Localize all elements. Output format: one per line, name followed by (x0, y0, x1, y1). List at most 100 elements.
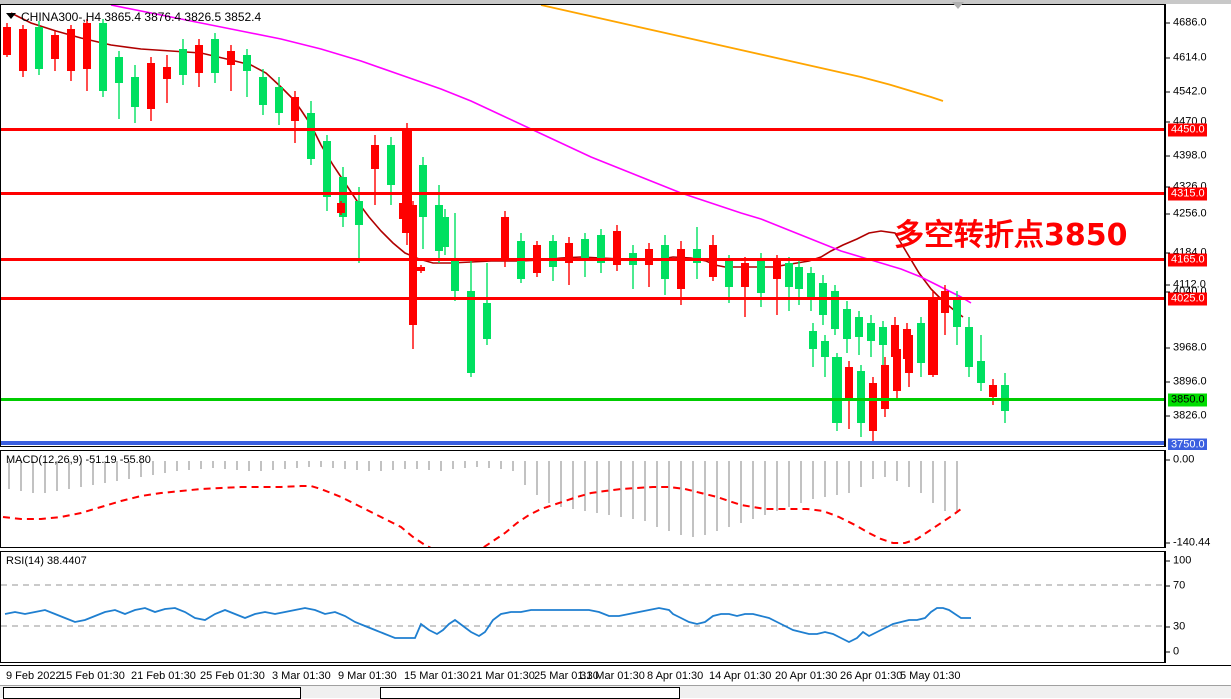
time-axis-label: 9 Feb 2022 (6, 670, 62, 682)
candle (832, 353, 842, 431)
price-chart-panel[interactable]: CHINA300-,H4 3865.4 3876.4 3826.5 3852.4… (0, 4, 1165, 447)
candle (597, 229, 605, 273)
candle (581, 233, 589, 277)
axis-tick: 4326.0 (1166, 181, 1207, 193)
candle (821, 335, 829, 377)
time-axis-label: 8 Apr 01:30 (647, 670, 704, 682)
candle (725, 255, 733, 303)
axis-tick: 3896.0 (1166, 376, 1207, 388)
candle (773, 255, 781, 315)
candle (275, 77, 283, 125)
time-axis-label: 14 Apr 01:30 (709, 670, 772, 682)
level-line-3850 (1, 398, 1164, 401)
candle (419, 157, 427, 249)
candle (741, 257, 749, 317)
candle (941, 285, 949, 335)
candle (467, 261, 475, 377)
axis-tick: 70 (1166, 580, 1185, 592)
candle (307, 101, 315, 165)
candle (115, 51, 123, 119)
time-axis-label: 21 Mar 01:30 (470, 670, 535, 682)
candle (857, 365, 865, 437)
scrollbar-thumb-left[interactable] (3, 687, 301, 699)
scrollbar-thumb-right[interactable] (380, 687, 680, 699)
candle (645, 243, 653, 287)
level-label-4165: 4165.0 (1168, 253, 1207, 267)
candle (629, 245, 637, 289)
axis-tick: 4184.0 (1166, 247, 1207, 259)
candlestick-series (3, 19, 1009, 443)
candle (565, 237, 573, 285)
axis-tick: -140.44 (1166, 537, 1210, 549)
time-axis-label: 5 May 01:30 (900, 670, 961, 682)
candle (613, 225, 621, 271)
candle (928, 291, 938, 377)
candle (661, 235, 669, 295)
level-line-4165 (1, 258, 1164, 261)
ma-slow-line (540, 5, 944, 102)
candle (211, 33, 219, 83)
candle (67, 25, 75, 81)
time-axis-label: 15 Feb 01:30 (60, 670, 125, 682)
rsi-panel[interactable]: RSI(14) 38.4407 (0, 551, 1165, 663)
candle (881, 357, 889, 417)
candle (163, 55, 171, 103)
rsi-line (4, 607, 971, 644)
horizontal-scrollbar[interactable] (0, 685, 1231, 699)
time-axis[interactable]: 9 Feb 2022 15 Feb 01:30 21 Feb 01:30 25 … (0, 665, 1231, 686)
price-axis[interactable]: 4686.0 4614.0 4542.0 4470.0 4398.0 4326.… (1165, 4, 1231, 452)
macd-axis: 0.00 -140.44 (1165, 450, 1231, 548)
chart-title: CHINA300-,H4 3865.4 3876.4 3826.5 3852.4 (21, 10, 262, 24)
candle (409, 201, 417, 349)
level-label-3750: 3750.0 (1168, 438, 1207, 452)
candle (845, 361, 853, 429)
time-axis-label: 20 Apr 01:30 (775, 670, 838, 682)
candle (402, 123, 412, 245)
price-chart-canvas[interactable] (1, 5, 1164, 446)
candle (693, 227, 701, 279)
candle (399, 201, 407, 221)
candle (809, 323, 817, 367)
axis-tick: 4256.0 (1166, 208, 1207, 220)
candle (131, 65, 139, 123)
level-label-4450: 4450.0 (1168, 123, 1207, 137)
candle (147, 57, 155, 121)
candle (19, 25, 27, 77)
rsi-title: RSI(14) 38.4407 (6, 555, 87, 567)
collapse-arrow-icon[interactable] (6, 13, 16, 19)
candle (917, 317, 925, 377)
chevron-down-icon[interactable] (952, 2, 964, 10)
candle (291, 91, 299, 143)
candle (451, 213, 459, 301)
candle (989, 379, 997, 405)
candle (243, 49, 251, 97)
candle (843, 301, 851, 353)
axis-tick: 4470.0 (1166, 116, 1207, 128)
level-label-3850: 3850.0 (1168, 393, 1207, 407)
candle (977, 335, 985, 391)
axis-tick: 4398.0 (1166, 150, 1207, 162)
candle (819, 275, 827, 325)
candle (785, 257, 793, 311)
macd-signal-line (2, 485, 962, 547)
axis-tick: 3968.0 (1166, 342, 1207, 354)
candle (501, 211, 509, 267)
price-annotation-label: 多空转折点3850 (894, 218, 1128, 253)
candle (483, 263, 491, 345)
axis-tick: 4112.0 (1166, 279, 1206, 291)
time-axis-label: 21 Feb 01:30 (131, 670, 196, 682)
candle (195, 39, 203, 87)
axis-tick: 100 (1166, 555, 1191, 567)
time-axis-label: 3 Mar 01:30 (272, 670, 331, 682)
macd-title: MACD(12,26,9) -51.19 -55.80 (6, 454, 151, 466)
macd-histogram (8, 461, 958, 537)
macd-panel[interactable]: MACD(12,26,9) -51.19 -55.80 (0, 450, 1165, 548)
axis-tick: 3826.0 (1166, 410, 1207, 422)
time-axis-label: 31 Mar 01:30 (580, 670, 645, 682)
candle (35, 21, 43, 75)
level-line-4450 (1, 128, 1164, 131)
candle (51, 31, 59, 71)
rsi-canvas (1, 584, 1164, 644)
candle (83, 19, 91, 91)
